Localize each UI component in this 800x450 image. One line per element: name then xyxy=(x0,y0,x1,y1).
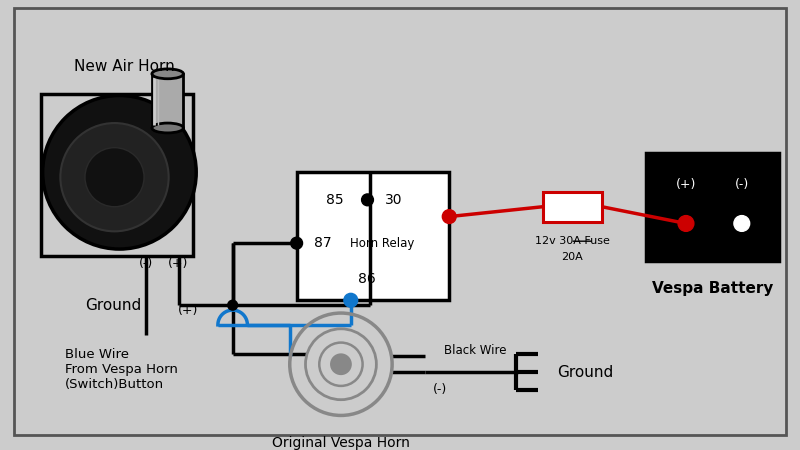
Text: (-): (-) xyxy=(139,257,153,270)
Bar xyxy=(152,74,183,128)
Circle shape xyxy=(290,237,302,249)
Text: (+): (+) xyxy=(168,257,189,270)
Circle shape xyxy=(336,359,346,369)
Circle shape xyxy=(331,355,350,374)
Text: 12v 30A Fuse: 12v 30A Fuse xyxy=(535,236,610,246)
Text: 86: 86 xyxy=(358,272,375,286)
Text: Ground: Ground xyxy=(85,298,142,313)
Text: 30: 30 xyxy=(386,193,402,207)
Bar xyxy=(297,172,450,300)
Text: (+): (+) xyxy=(676,178,696,191)
Text: (+): (+) xyxy=(178,304,198,317)
Text: New Air Horn: New Air Horn xyxy=(74,59,174,74)
Text: Original Vespa Horn: Original Vespa Horn xyxy=(272,436,410,450)
Circle shape xyxy=(344,293,358,307)
Text: Vespa Battery: Vespa Battery xyxy=(652,281,774,296)
Text: 20A: 20A xyxy=(562,252,583,262)
Circle shape xyxy=(85,148,144,207)
Text: 87: 87 xyxy=(314,236,332,250)
Ellipse shape xyxy=(152,123,183,133)
Circle shape xyxy=(678,216,694,231)
Text: Horn Relay: Horn Relay xyxy=(350,237,414,250)
Bar xyxy=(542,192,602,221)
Circle shape xyxy=(42,95,196,249)
Circle shape xyxy=(228,300,238,310)
Bar xyxy=(646,153,779,261)
Circle shape xyxy=(442,210,456,224)
Text: Blue Wire
From Vespa Horn
(Switch)Button: Blue Wire From Vespa Horn (Switch)Button xyxy=(66,348,178,391)
Text: Black Wire: Black Wire xyxy=(444,344,507,357)
Bar xyxy=(41,94,194,256)
Text: (-): (-) xyxy=(734,178,749,191)
Circle shape xyxy=(60,123,169,231)
Circle shape xyxy=(362,194,374,206)
Circle shape xyxy=(734,216,750,231)
Text: 85: 85 xyxy=(326,193,344,207)
Text: Ground: Ground xyxy=(558,364,614,380)
Ellipse shape xyxy=(152,69,183,79)
Text: (-): (-) xyxy=(433,383,446,396)
